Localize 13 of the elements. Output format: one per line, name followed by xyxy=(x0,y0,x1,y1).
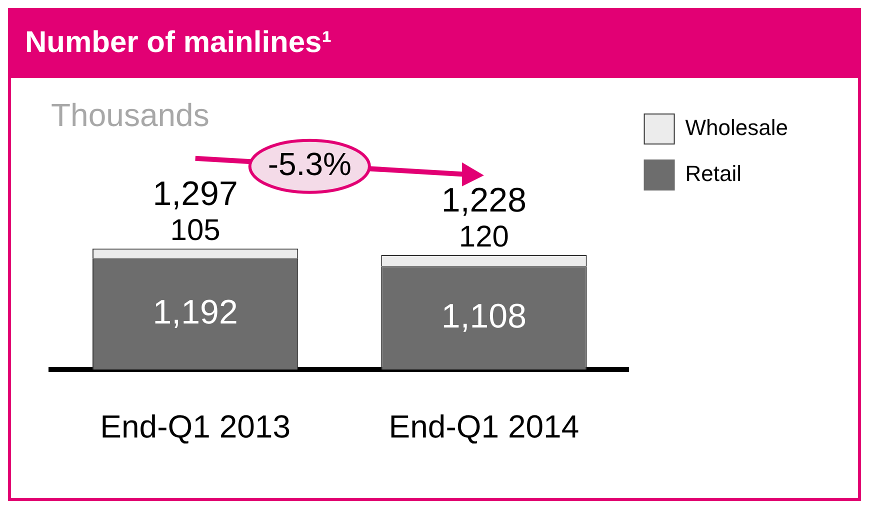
legend-label: Retail xyxy=(685,161,742,186)
data-label: 1,108 xyxy=(441,297,527,336)
data-label: 105 xyxy=(170,214,220,247)
data-label: 120 xyxy=(458,220,509,254)
chart-subtitle: Thousands xyxy=(51,97,210,134)
x-tick-label: End-Q1 2013 xyxy=(100,408,290,445)
chart-title: Number of mainlines¹ xyxy=(11,8,858,78)
legend-label: Wholesale xyxy=(685,115,788,140)
text: -5.3% xyxy=(268,146,352,182)
total-label: 1,228 xyxy=(441,181,527,220)
data-label: 1,192 xyxy=(152,293,238,332)
total-label: 1,297 xyxy=(152,174,238,213)
x-tick-label: End-Q1 2014 xyxy=(388,408,580,445)
